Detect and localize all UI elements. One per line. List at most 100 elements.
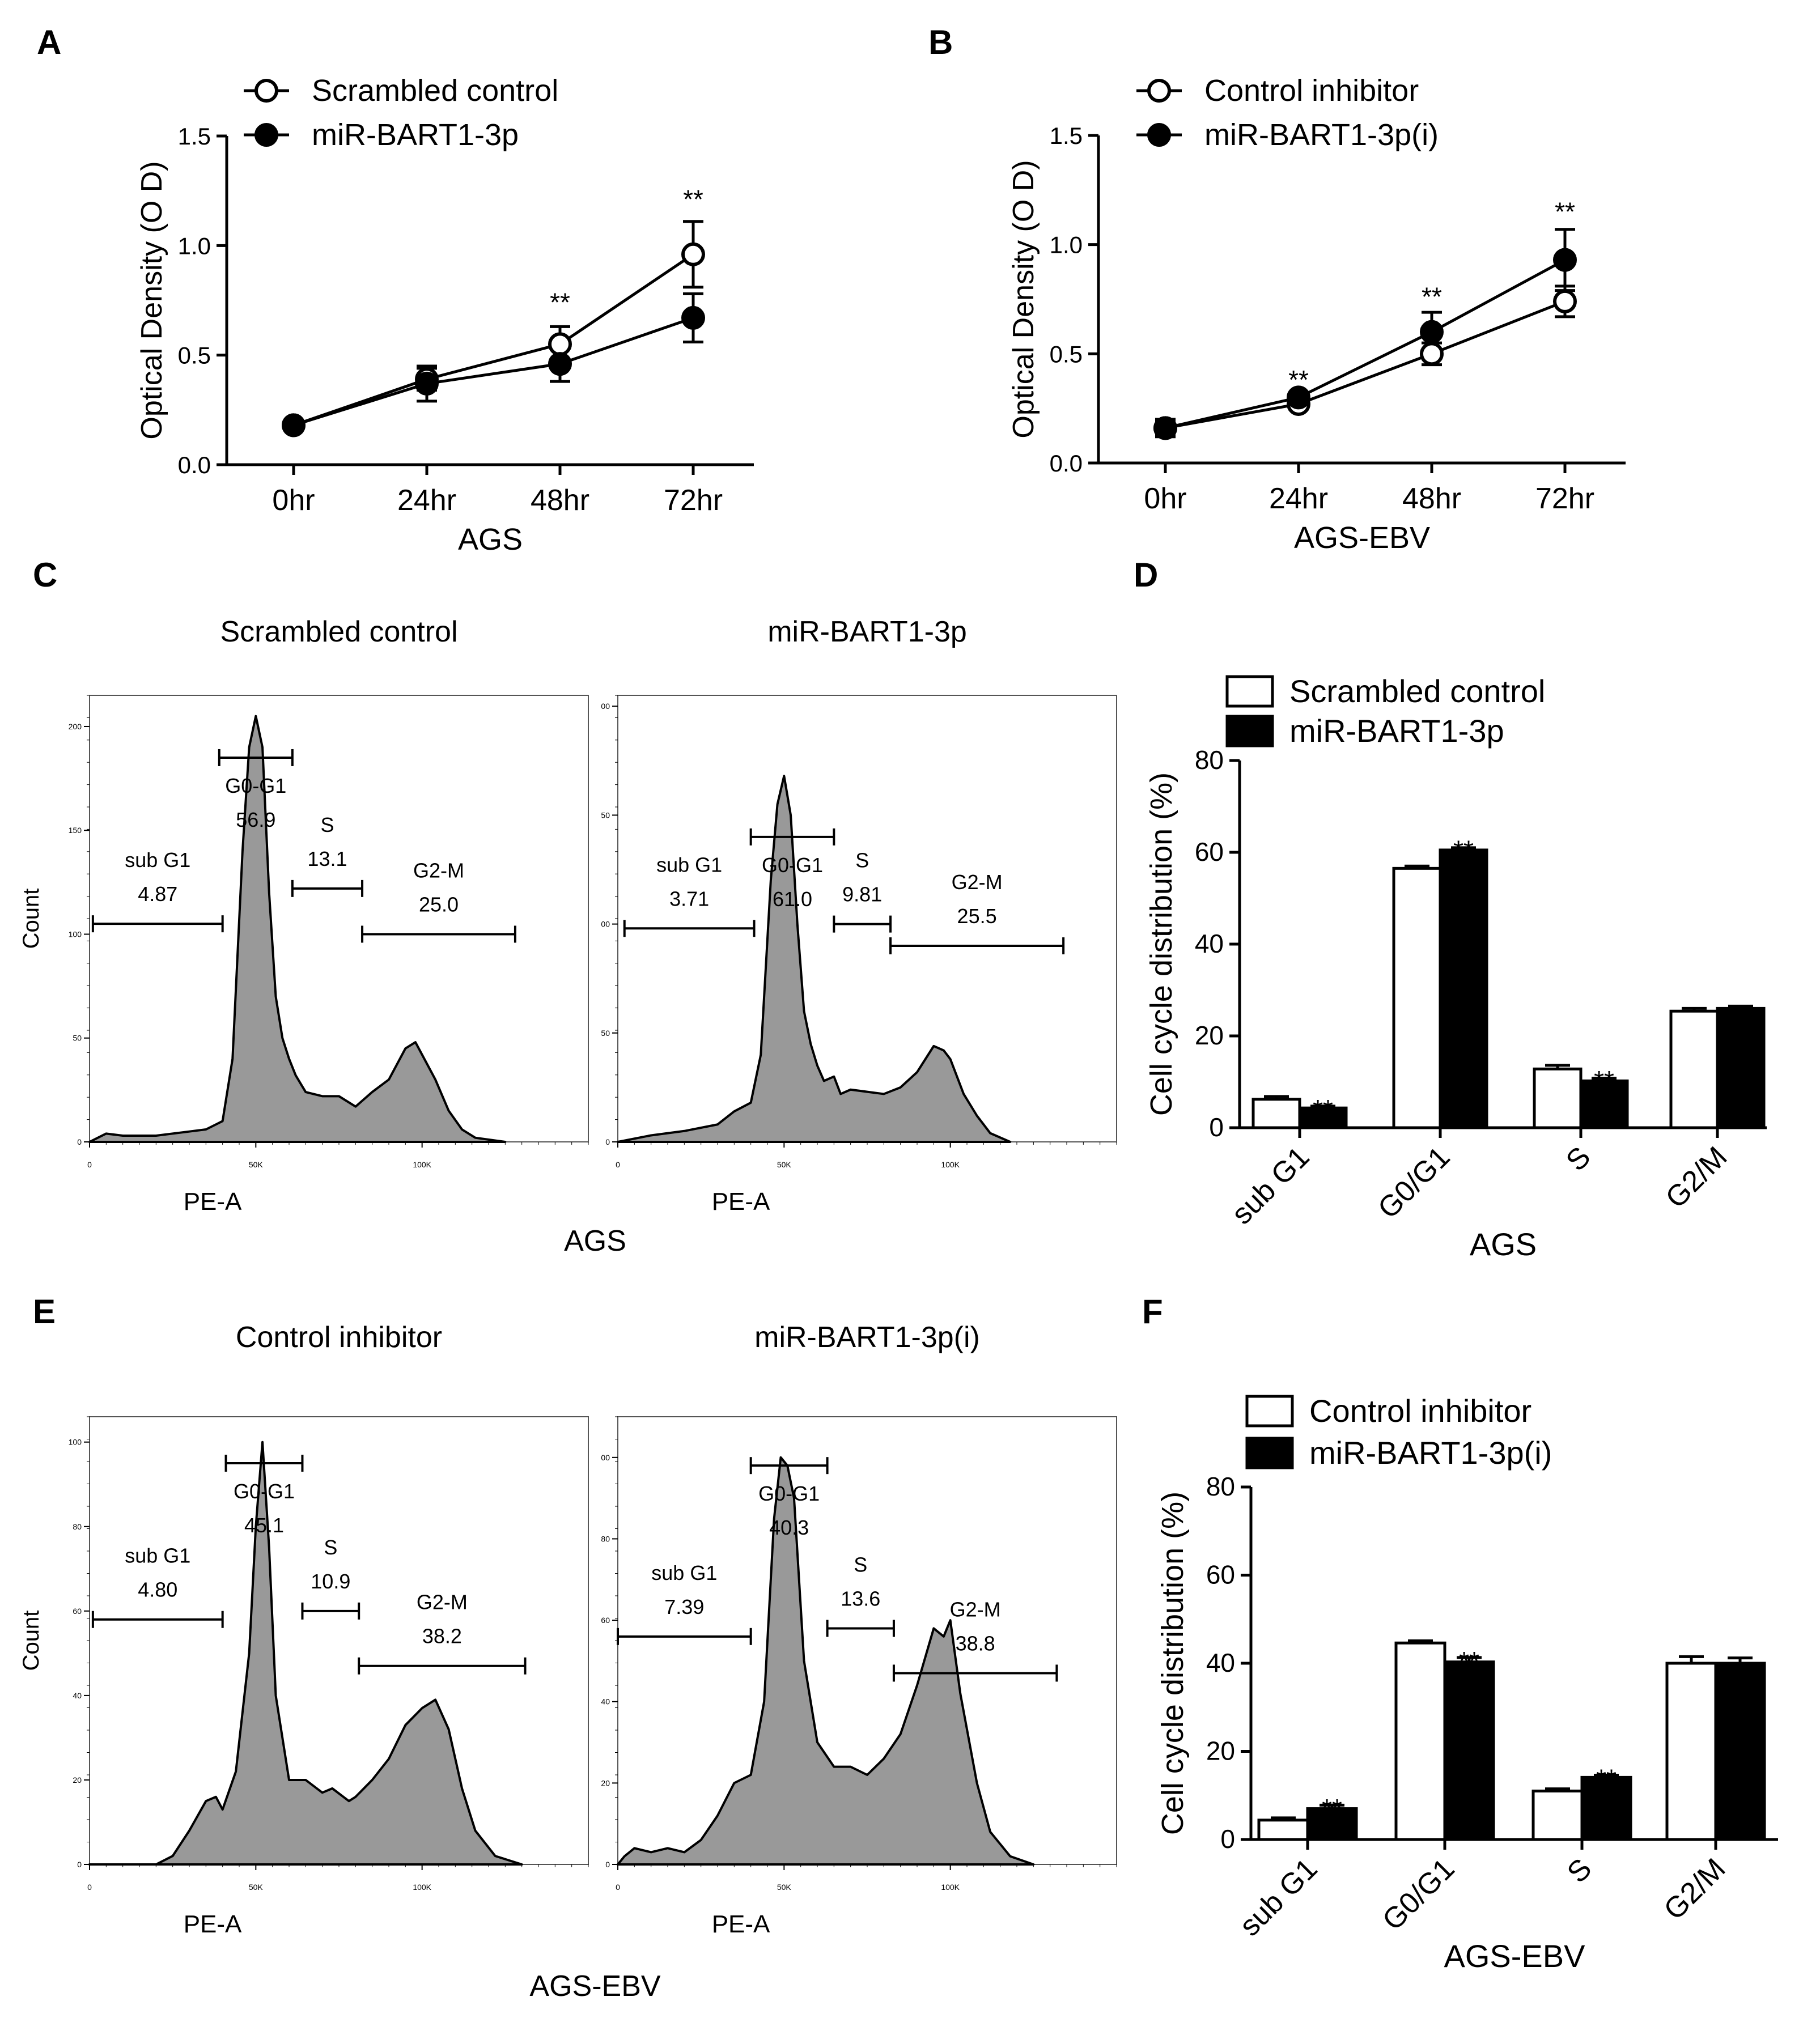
flow-C2-gate-value: 61.0: [773, 887, 812, 911]
flow-C2-x-tick-label: 0: [616, 1160, 620, 1169]
line-B-point-open: [1420, 342, 1444, 366]
flow-E1-gate-label: G2-M: [417, 1591, 468, 1614]
line-B-point-filled: [1153, 416, 1177, 440]
line-A-legend-label: miR-BART1-3p: [312, 118, 519, 152]
bar-F-legend-swatch: [1245, 1395, 1294, 1428]
flow-E1-gate-label: G0-G1: [234, 1480, 295, 1503]
bar-F-y-tick-label: 60: [1206, 1560, 1235, 1590]
flow-E2-histogram: [617, 1456, 1035, 1866]
bar-F-significance: **: [1459, 1646, 1479, 1676]
bar-D-bar-filled: [1298, 1106, 1348, 1129]
line-B-series-line: [1165, 258, 1566, 430]
flow-histogram-scrambled-control: 0 50 100 150 200 0 50K 100K PE-A Count sub G1 4.87 G…: [19, 695, 589, 1216]
panel-label-a: A: [37, 23, 62, 61]
flow-histogram-mir-bart1-3p: 0 50 100 150 200 0 50K 100K PE-A sub G1 3.71 G0-G1 6…: [601, 695, 1117, 1216]
flow-E2-x-label: PE-A: [712, 1910, 770, 1938]
bar-D-y-tick-label: 40: [1195, 929, 1224, 958]
line-A-x-tick-label: 48hr: [531, 484, 589, 517]
flow-C2-y-tick-label: 0: [605, 1137, 610, 1146]
flow-C2-gate-value: 25.5: [957, 904, 997, 928]
flow-E2-x-tick-label: 100K: [941, 1883, 960, 1892]
bar-D-x-tick-label: S: [1560, 1140, 1597, 1178]
bar-D-x-tick-label: G0/G1: [1372, 1140, 1456, 1225]
line-B-legend-marker: [1147, 123, 1171, 147]
line-B-significance: **: [1555, 197, 1575, 226]
flow-C1-plot-frame: [89, 695, 589, 1142]
bar-F-y-tick-label: 20: [1206, 1736, 1235, 1766]
bar-F-bar-open: [1394, 1641, 1446, 1841]
bar-F-bar-filled: [1580, 1775, 1632, 1841]
flow-E1-gate-label: S: [324, 1536, 337, 1559]
bar-F-y-tick-label: 40: [1206, 1648, 1235, 1677]
flow-histogram-control-inhibitor: 0 20 40 60 80 100 0 50K 100K PE-A Count sub G1 4.80 G…: [19, 1416, 589, 1938]
flow-E1-y-label: Count: [19, 1611, 44, 1671]
line-A-series-line: [293, 253, 694, 427]
flow-E2-gate-value: 38.8: [956, 1632, 995, 1655]
flow-caption-ags: AGS: [564, 1225, 626, 1257]
flow-C2-gate-value: 9.81: [842, 883, 882, 906]
line-B-y-tick-label: 0.5: [1050, 341, 1083, 367]
flow-C2-gate-label: sub G1: [656, 853, 722, 876]
bar-D-bar-filled: [1439, 848, 1488, 1129]
bar-D-significance: **: [1313, 1094, 1333, 1124]
flow-C1-gate-label: sub G1: [125, 848, 190, 872]
bar-D-legend-label: miR-BART1-3p: [1289, 713, 1504, 749]
flow-C1-y-tick-label: 150: [69, 826, 82, 835]
flow-C2-y-tick-label: 200: [601, 702, 610, 711]
flow-C2-x-tick-label: 100K: [941, 1160, 960, 1169]
bar-D-bar-open: [1669, 1009, 1719, 1129]
flow-C1-y-tick-label: 200: [69, 722, 82, 731]
flow-E1-x-tick-label: 100K: [413, 1883, 431, 1892]
flow-E1-gate-value: 38.2: [422, 1625, 462, 1648]
line-B-y-tick-label: 0.0: [1050, 450, 1083, 477]
flow-C2-x-label: PE-A: [712, 1188, 770, 1216]
bar-D-y-tick-label: 60: [1195, 837, 1224, 866]
line-A-y-tick-label: 1.5: [178, 123, 211, 150]
flow-C1-gate-value: 13.1: [307, 847, 347, 870]
flow-C1-x-tick-label: 100K: [413, 1160, 431, 1169]
bar-D-bar-open: [1251, 1098, 1301, 1129]
bar-F-x-tick-label: sub G1: [1233, 1852, 1324, 1943]
flow-E2-gate-label: G0-G1: [758, 1482, 820, 1505]
flow-C2-gate-label: G0-G1: [762, 853, 823, 877]
bar-F-legend-swatch: [1245, 1437, 1294, 1469]
panel-label-e: E: [33, 1293, 56, 1331]
flow-C1-gate-label: G2-M: [413, 859, 464, 882]
line-A-point-filled: [415, 371, 439, 396]
bar-D-bar-open: [1533, 1067, 1583, 1129]
bar-D-bar-open: [1392, 866, 1442, 1129]
bar-D-significance: **: [1594, 1065, 1614, 1095]
line-B-x-tick-label: 72hr: [1535, 482, 1594, 515]
bar-F-bar-open: [1531, 1789, 1584, 1841]
flow-E1-y-tick-label: 100: [69, 1438, 82, 1447]
bar-F-legend-label: Control inhibitor: [1309, 1393, 1531, 1429]
bar-F-bar-open: [1257, 1819, 1309, 1841]
bar-D-legend-swatch: [1225, 715, 1274, 747]
flow-title-scrambled-control: Scrambled control: [220, 615, 458, 648]
flow-C1-y-tick-label: 0: [77, 1137, 82, 1146]
bar-F-bar-open: [1665, 1662, 1717, 1841]
flow-C1-gate-value: 4.87: [138, 882, 177, 906]
bar-F-y-label: Cell cycle distribution (%): [1156, 1492, 1190, 1835]
panel-label-b: B: [928, 23, 953, 61]
flow-E1-x-tick-label: 50K: [249, 1883, 264, 1892]
flow-C1-y-tick-label: 50: [73, 1034, 82, 1043]
flow-E2-gate-label: G2-M: [950, 1598, 1001, 1621]
panel-label-d: D: [1134, 556, 1159, 594]
line-B-y-tick-label: 1.5: [1050, 122, 1083, 149]
panel-label-f: F: [1142, 1293, 1163, 1331]
flow-C1-x-tick-label: 50K: [249, 1160, 264, 1169]
bar-D-legend-swatch: [1225, 675, 1274, 708]
line-A-y-label: Optical Density (O D): [135, 161, 168, 439]
bar-D-x-tick-label: G2/M: [1660, 1140, 1734, 1214]
flow-E2-y-tick-label: 20: [601, 1778, 610, 1787]
bar-D-legend-label: Scrambled control: [1289, 673, 1545, 709]
bar-F-bar-filled: [1714, 1662, 1766, 1841]
line-A-point-filled: [282, 413, 306, 437]
flow-C1-histogram: [88, 715, 507, 1143]
flow-E1-gate-label: sub G1: [125, 1544, 190, 1567]
bar-D-x-label: AGS: [1470, 1226, 1537, 1262]
bar-D-x-tick-label: sub G1: [1225, 1140, 1316, 1231]
line-A-legend-marker: [254, 79, 278, 103]
line-B-legend-label: miR-BART1-3p(i): [1204, 118, 1439, 152]
